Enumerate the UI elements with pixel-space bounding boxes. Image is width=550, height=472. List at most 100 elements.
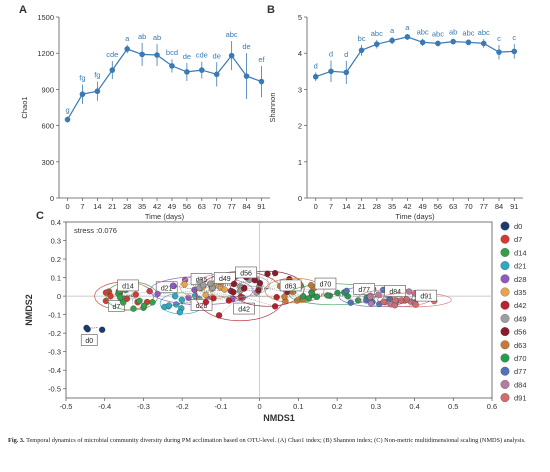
y-tick-label: 1200 — [37, 49, 54, 58]
group-label-box — [353, 283, 376, 295]
legend-label: d91 — [514, 394, 527, 403]
spider-line — [184, 284, 210, 288]
y-tick-label: -0.5 — [48, 385, 61, 394]
data-point — [511, 48, 518, 55]
significance-letter: abc — [478, 28, 490, 37]
sample-point — [367, 293, 374, 301]
data-point — [154, 52, 160, 58]
y-tick-label: 0 — [298, 194, 302, 203]
sample-point — [412, 301, 419, 308]
data-point — [435, 40, 441, 47]
data-point — [312, 73, 319, 80]
sample-point — [324, 292, 331, 299]
sample-point — [132, 291, 139, 298]
data-point — [496, 49, 502, 55]
x-tick-label: 56 — [434, 202, 442, 211]
x-tick-label: 14 — [93, 202, 101, 211]
x-tick-label: 0 — [65, 202, 69, 211]
spider-line — [267, 288, 288, 293]
spider-line — [294, 290, 298, 301]
data-point — [213, 71, 220, 78]
x-tick-label: 0.2 — [332, 402, 342, 411]
legend-label: d56 — [514, 328, 527, 337]
x-tick-label: 28 — [373, 202, 381, 211]
x-tick-label: 84 — [242, 202, 250, 211]
significance-letter: abc — [417, 28, 429, 37]
legend-label: d0 — [514, 222, 522, 231]
group-label: d42 — [238, 307, 250, 314]
group-label: d91 — [420, 294, 432, 301]
data-point — [243, 73, 250, 79]
data-point — [419, 39, 426, 46]
group-label: d28 — [196, 303, 208, 310]
legend-marker — [500, 261, 510, 271]
x-tick-label: 0.6 — [487, 402, 497, 411]
data-point — [358, 47, 365, 54]
sample-point — [215, 312, 223, 319]
legend-label: d42 — [514, 301, 527, 310]
sample-point — [230, 280, 238, 288]
y-tick-label: -0.4 — [48, 366, 61, 375]
x-tick-label: 77 — [227, 202, 235, 211]
data-point — [228, 52, 235, 59]
sample-point — [169, 282, 177, 289]
spider-line — [201, 290, 243, 298]
x-tick-label: -0.1 — [214, 402, 227, 411]
spider-line — [157, 290, 202, 295]
data-point — [404, 34, 411, 40]
x-tick-label: 35 — [138, 202, 146, 211]
significance-letter: abc — [226, 30, 238, 39]
panel-letter: A — [19, 4, 27, 16]
data-point — [343, 69, 350, 76]
x-tick-label: 91 — [510, 202, 518, 211]
y-tick-label: 0.1 — [51, 274, 61, 283]
sample-point — [271, 269, 279, 277]
legend-marker — [500, 353, 510, 363]
sample-point — [140, 302, 148, 309]
significance-letter: d — [344, 50, 348, 59]
significance-letter: d — [314, 61, 318, 70]
confidence-ellipse — [264, 277, 325, 304]
legend-marker — [500, 379, 510, 389]
group-label-box — [279, 279, 302, 292]
x-tick-label: -0.4 — [98, 402, 111, 411]
x-tick-label: 91 — [257, 202, 265, 211]
legend-marker — [500, 300, 510, 310]
x-tick-label: 0.1 — [293, 402, 303, 411]
sample-point — [380, 298, 387, 305]
group-label-box — [213, 272, 236, 284]
significance-letter: cde — [196, 51, 208, 60]
group-label-box — [117, 279, 139, 292]
significance-letter: ab — [138, 32, 146, 41]
spider-line — [210, 283, 233, 286]
legend-label: d35 — [514, 288, 527, 297]
data-point — [184, 69, 190, 75]
significance-letter: de — [183, 52, 191, 61]
y-tick-label: -0.2 — [48, 329, 61, 338]
stress-annotation: stress :0.076 — [74, 226, 117, 235]
legend-marker — [500, 234, 510, 244]
caption-text: Temporal dynamics of microbial community… — [26, 437, 526, 444]
sample-point — [397, 297, 405, 304]
x-tick-label: -0.2 — [176, 402, 189, 411]
y-tick-label: 3 — [298, 85, 302, 94]
x-tick-label: 70 — [213, 202, 221, 211]
spider-line — [308, 294, 334, 299]
sample-point — [171, 293, 179, 300]
sample-point — [154, 290, 161, 298]
sample-point — [84, 326, 91, 333]
significance-letter: ef — [258, 55, 265, 64]
y-tick-label: 900 — [41, 85, 54, 94]
significance-letter: bcd — [166, 48, 178, 57]
significance-letter: ab — [449, 28, 457, 37]
y-tick-label: 1 — [298, 158, 302, 167]
x-tick-label: 28 — [123, 202, 131, 211]
x-tick-label: 21 — [357, 202, 365, 211]
sample-point — [117, 294, 124, 301]
sample-point — [230, 288, 237, 296]
group-label: d14 — [122, 283, 134, 290]
sample-point — [392, 297, 399, 304]
x-tick-label: 0 — [258, 402, 262, 411]
spider-line — [311, 292, 334, 295]
x-tick-label: 14 — [342, 202, 350, 211]
